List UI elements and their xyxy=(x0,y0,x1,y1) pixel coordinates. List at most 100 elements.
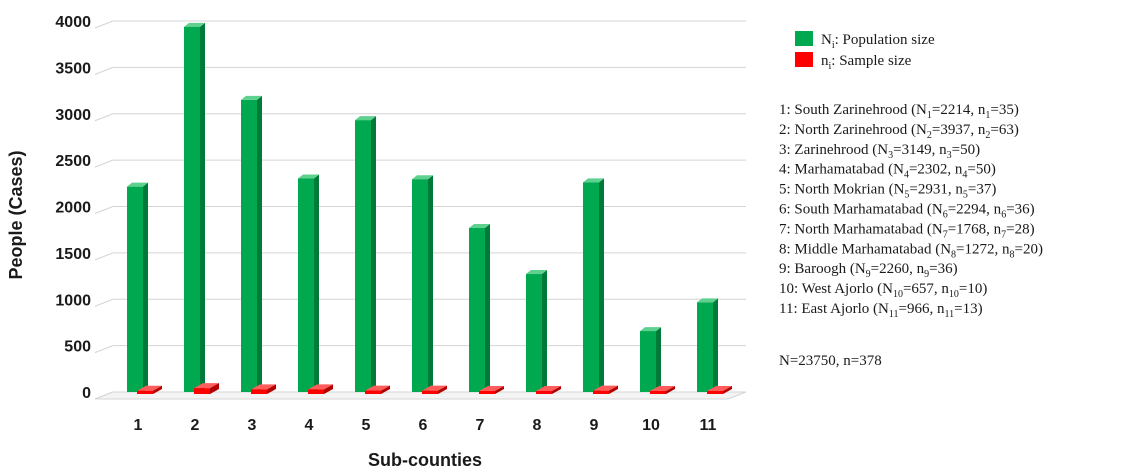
bar-population-top xyxy=(241,95,262,100)
bar-population-front xyxy=(127,186,143,392)
bar-sample-front xyxy=(251,389,267,394)
subcounty-note: 5: North Mokrian (N5=2931, n5=37) xyxy=(779,182,996,201)
bar-population-top xyxy=(127,182,148,187)
legend: Ni: Population size ni: Sample size xyxy=(795,31,935,72)
bar-population xyxy=(241,95,262,393)
bar-sample-front xyxy=(308,389,324,394)
x-tick-label: 2 xyxy=(191,417,200,434)
x-axis-label: Sub-counties xyxy=(368,450,482,470)
subcounty-note: 4: Marhamatabad (N4=2302, n4=50) xyxy=(779,162,996,181)
bar-population-front xyxy=(583,182,599,392)
x-tick-label: 5 xyxy=(362,417,371,434)
bar-population-top xyxy=(298,174,319,179)
bar-population xyxy=(526,270,547,392)
gridline-diag xyxy=(94,113,114,122)
gridline-diag xyxy=(94,66,114,75)
x-tick-label: 9 xyxy=(590,417,599,434)
subcounty-note: 2: North Zarinehrood (N2=3937, n2=63) xyxy=(779,122,1019,141)
bar-sample-top xyxy=(707,386,732,391)
bar-population xyxy=(583,178,604,392)
bar-sample-top xyxy=(251,384,276,390)
bar-population-front xyxy=(184,26,200,392)
bar-population xyxy=(640,327,661,392)
bar-population-top xyxy=(526,270,547,275)
bar-sample-top xyxy=(650,386,675,391)
x-tick-label: 7 xyxy=(476,417,485,434)
bar-sample-side xyxy=(210,383,219,394)
bar-population-side xyxy=(542,270,547,392)
bar-population-side xyxy=(599,178,604,392)
gridline-diag xyxy=(94,206,114,214)
bar-population-top xyxy=(412,175,433,180)
bar-population-top xyxy=(184,22,205,27)
bar-population-side xyxy=(143,182,148,392)
y-tick-label: 2500 xyxy=(55,153,91,170)
x-tick-label: 1 xyxy=(134,417,143,434)
bar-sample-side xyxy=(552,386,561,394)
bar-population-top xyxy=(640,327,661,332)
x-tick-label: 10 xyxy=(642,417,660,434)
bar-sample-front xyxy=(650,391,666,394)
y-tick-label: 4000 xyxy=(55,14,91,31)
subcounty-note: 9: Baroogh (N9=2260, n9=36) xyxy=(779,261,958,280)
bar-sample-front xyxy=(137,390,153,394)
y-tick-label: 500 xyxy=(64,339,91,356)
bar-sample xyxy=(422,385,447,394)
bar-sample-side xyxy=(495,386,504,394)
bar-sample-top xyxy=(308,384,333,390)
bar-sample-top xyxy=(593,385,618,391)
y-tick-label: 2000 xyxy=(55,200,91,217)
bar-sample-side xyxy=(324,384,333,394)
bar-population-front xyxy=(697,302,713,392)
subcounty-notes: 1: South Zarinehrood (N1=2214, n1=35)2: … xyxy=(779,102,1043,369)
bar-sample-front xyxy=(536,391,552,394)
gridline-diag xyxy=(94,345,114,354)
bar-sample-front xyxy=(593,390,609,394)
x-tick-label: 3 xyxy=(248,417,257,434)
subcounty-note: 11: East Ajorlo (N11=966, n11=13) xyxy=(779,301,983,320)
bar-population-front xyxy=(469,228,485,392)
subcounty-note: 7: North Marhamatabad (N7=1768, n7=28) xyxy=(779,221,1035,240)
gridline-diag xyxy=(94,159,114,168)
bar-population-front xyxy=(640,331,656,392)
bar-sample-top xyxy=(479,386,504,391)
bar-sample-side xyxy=(381,385,390,394)
bar-population-side xyxy=(656,327,661,392)
x-tick-label: 8 xyxy=(533,417,542,434)
y-tick-label: 3000 xyxy=(55,107,91,124)
gridline-diag xyxy=(94,252,114,261)
bar-population-side xyxy=(257,95,262,393)
bar-population-front xyxy=(526,274,542,392)
x-tick-label: 6 xyxy=(419,417,428,434)
bar-population-side xyxy=(485,224,490,392)
bar-population-front xyxy=(412,179,428,392)
bar-population xyxy=(355,116,376,392)
bar-sample-side xyxy=(267,384,276,394)
bar-population-side xyxy=(314,174,319,392)
subcounty-note: 8: Middle Marhamatabad (N8=1272, n8=20) xyxy=(779,241,1043,260)
legend-label-population: Ni: Population size xyxy=(821,32,935,51)
bar-sample-top xyxy=(137,385,162,391)
bar-population xyxy=(184,22,205,392)
y-axis-label: People (Cases) xyxy=(6,150,26,279)
legend-label-sample: ni: Sample size xyxy=(821,53,912,72)
subcounty-note: 6: South Marhamatabad (N6=2294, n6=36) xyxy=(779,202,1035,221)
bar-sample-side xyxy=(609,385,618,394)
bars xyxy=(127,22,732,394)
bar-sample-front xyxy=(194,388,210,394)
subcounty-note: 10: West Ajorlo (N10=657, n10=10) xyxy=(779,281,987,300)
bar-sample-top xyxy=(194,383,219,389)
y-tick-label: 3500 xyxy=(55,60,91,77)
bar-population xyxy=(298,174,319,392)
total-note: N=23750, n=378 xyxy=(779,353,882,369)
bar-sample xyxy=(137,385,162,394)
bar-population xyxy=(412,175,433,392)
bar-sample xyxy=(308,384,333,394)
bar-sample-front xyxy=(422,390,438,394)
bar-population-front xyxy=(298,178,314,392)
bar-sample-top xyxy=(536,386,561,391)
subcounty-note: 1: South Zarinehrood (N1=2214, n1=35) xyxy=(779,102,1019,121)
x-tick-labels: 1 2 3 4 5 6 7 8 9 10 11 xyxy=(134,417,717,434)
bar-population-top xyxy=(469,224,490,229)
